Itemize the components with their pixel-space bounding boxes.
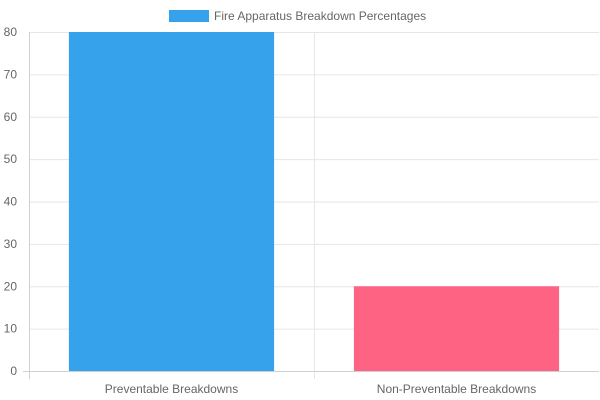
bars: [68, 32, 560, 371]
y-tick-label: 20: [4, 279, 18, 293]
legend[interactable]: Fire Apparatus Breakdown Percentages: [169, 9, 426, 23]
y-axis-ticks: 0 10 20 30 40 50 60 70 80: [4, 25, 18, 378]
legend-swatch: [169, 10, 209, 22]
y-tick-label: 80: [4, 25, 18, 39]
x-axis-ticks: Preventable Breakdowns Non-Preventable Br…: [105, 382, 536, 396]
x-tick-label: Non-Preventable Breakdowns: [377, 382, 536, 396]
axes: [23, 32, 599, 379]
x-tick-label: Preventable Breakdowns: [105, 382, 238, 396]
y-tick-label: 60: [4, 110, 18, 124]
legend-label: Fire Apparatus Breakdown Percentages: [214, 9, 426, 23]
y-tick-label: 30: [4, 237, 18, 251]
y-tick-label: 0: [10, 364, 17, 378]
bar-preventable-breakdowns[interactable]: [68, 32, 275, 371]
y-tick-label: 70: [4, 67, 18, 81]
bar-non-preventable-breakdowns[interactable]: [353, 286, 560, 371]
y-tick-label: 10: [4, 322, 18, 336]
y-tick-label: 40: [4, 195, 18, 209]
y-tick-label: 50: [4, 152, 18, 166]
